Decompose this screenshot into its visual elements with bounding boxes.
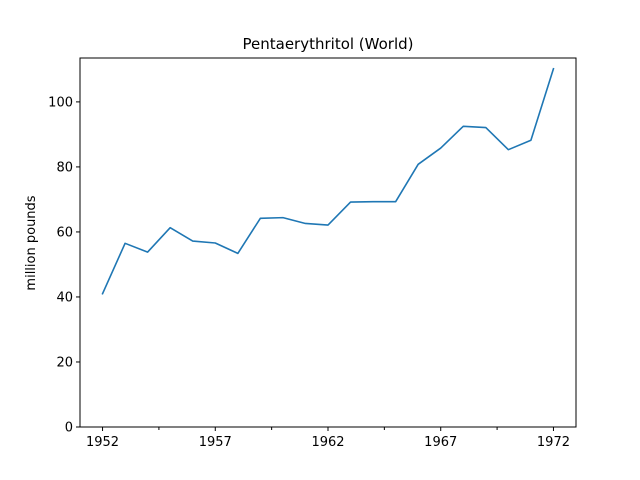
series-line [101, 67, 555, 295]
x-tick-label: 1962 [311, 435, 344, 450]
y-tick-label: 0 [65, 421, 73, 436]
series-layer [101, 67, 555, 295]
y-tick-label: 60 [56, 225, 73, 240]
y-tick-label: 80 [56, 160, 73, 175]
x-tick-label: 1952 [86, 435, 119, 450]
y-axis-ticks: 0 20 40 60 80 100 [48, 95, 80, 436]
chart-title: Pentaerythritol (World) [243, 35, 414, 53]
x-axis-ticks: 1952 1957 1962 1967 1972 [86, 427, 570, 450]
y-tick-label: 20 [56, 355, 73, 370]
x-tick-label: 1967 [424, 435, 457, 450]
y-tick-label: 40 [56, 290, 73, 305]
y-axis-label: million pounds [24, 195, 39, 290]
y-tick-label: 100 [48, 95, 73, 110]
x-tick-label: 1972 [537, 435, 570, 450]
x-tick-label: 1957 [199, 435, 232, 450]
plot-area-frame [79, 57, 577, 428]
